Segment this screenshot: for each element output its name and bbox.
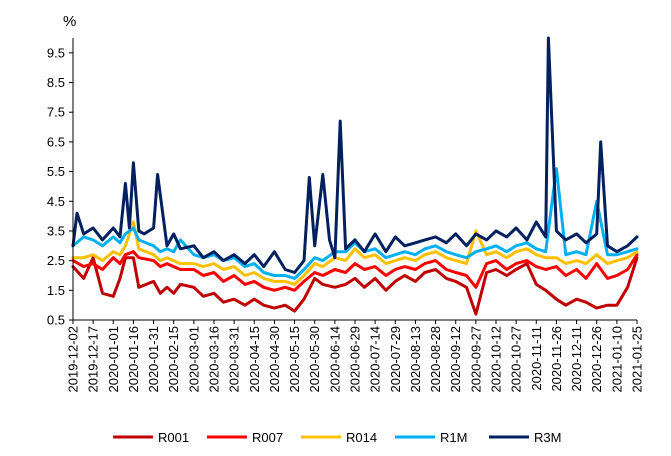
legend-label-r007: R007 [252,430,283,445]
legend-label-r001: R001 [158,430,189,445]
x-tick-label: 2020-08-13 [408,326,423,393]
x-tick-label: 2020-06-29 [348,326,363,393]
series-line-r3m [71,36,639,274]
x-tick-label: 2020-09-12 [448,326,463,393]
x-tick-label: 2020-11-11 [529,326,544,391]
y-tick-label: 9.5 [47,45,65,60]
legend-label-r3m: R3M [534,430,561,445]
x-tick-label: 2020-02-15 [166,326,181,393]
x-tick-label: 2020-01-01 [106,326,121,393]
x-tick-label: 2020-08-28 [428,326,443,393]
y-tick-label: 2.5 [47,253,65,268]
x-tick-label: 2021-01-10 [609,326,624,393]
x-tick-label: 2020-06-14 [327,326,342,393]
x-tick-label: 2021-01-25 [630,326,645,393]
x-tick-label: 2019-12-17 [86,326,101,393]
x-tick-label: 2020-05-30 [307,326,322,393]
series-line-r1m [71,167,639,280]
y-tick-label: 8.5 [47,75,65,90]
legend-label-r014: R014 [346,430,377,445]
x-tick-label: 2020-01-31 [146,326,161,393]
x-tick-label: 2020-10-12 [489,326,504,393]
y-tick-label: 7.5 [47,105,65,120]
y-tick-label: 4.5 [47,194,65,209]
x-tick-label: 2020-12-26 [589,326,604,393]
series-line-r007 [71,250,639,292]
x-tick-label: 2020-03-16 [207,326,222,393]
legend-label-r1m: R1M [440,430,467,445]
x-tick-label: 2020-09-27 [468,326,483,393]
x-tick-label: 2019-12-02 [66,326,81,393]
x-tick-label: 2020-04-30 [267,326,282,393]
y-tick-label: 5.5 [47,164,65,179]
y-tick-label: 3.5 [47,223,65,238]
series-lines [71,36,639,316]
x-tick-label: 2020-11-26 [549,326,564,392]
x-tick-label: 2020-04-15 [247,326,262,393]
x-tick-label: 2020-01-16 [126,326,141,393]
y-unit-label: % [63,13,76,30]
x-tick-label: 2020-07-14 [368,326,383,393]
x-axis: 2019-12-02 2019-12-17 2020-01-01 2020-01-16… [66,320,645,393]
x-tick-label: 2020-03-01 [186,326,201,393]
y-tick-label: 1.5 [47,283,65,298]
x-tick-label: 2020-03-31 [227,326,242,393]
y-tick-label: 6.5 [47,134,65,149]
x-tick-label: 2020-12-11 [569,326,584,392]
y-axis: 0.5 1.5 2.5 3.5 4.5 5.5 6.5 7.5 8.5 9.5 [47,45,73,328]
series-line-r014 [71,220,639,286]
series-line-r001 [71,256,639,316]
x-tick-label: 2020-10-27 [509,326,524,393]
legend: R001 R007 R014 R1M R3M [113,430,561,445]
y-tick-label: 0.5 [47,313,65,328]
x-tick-label: 2020-07-29 [388,326,403,393]
x-tick-label: 2020-05-15 [287,326,302,393]
